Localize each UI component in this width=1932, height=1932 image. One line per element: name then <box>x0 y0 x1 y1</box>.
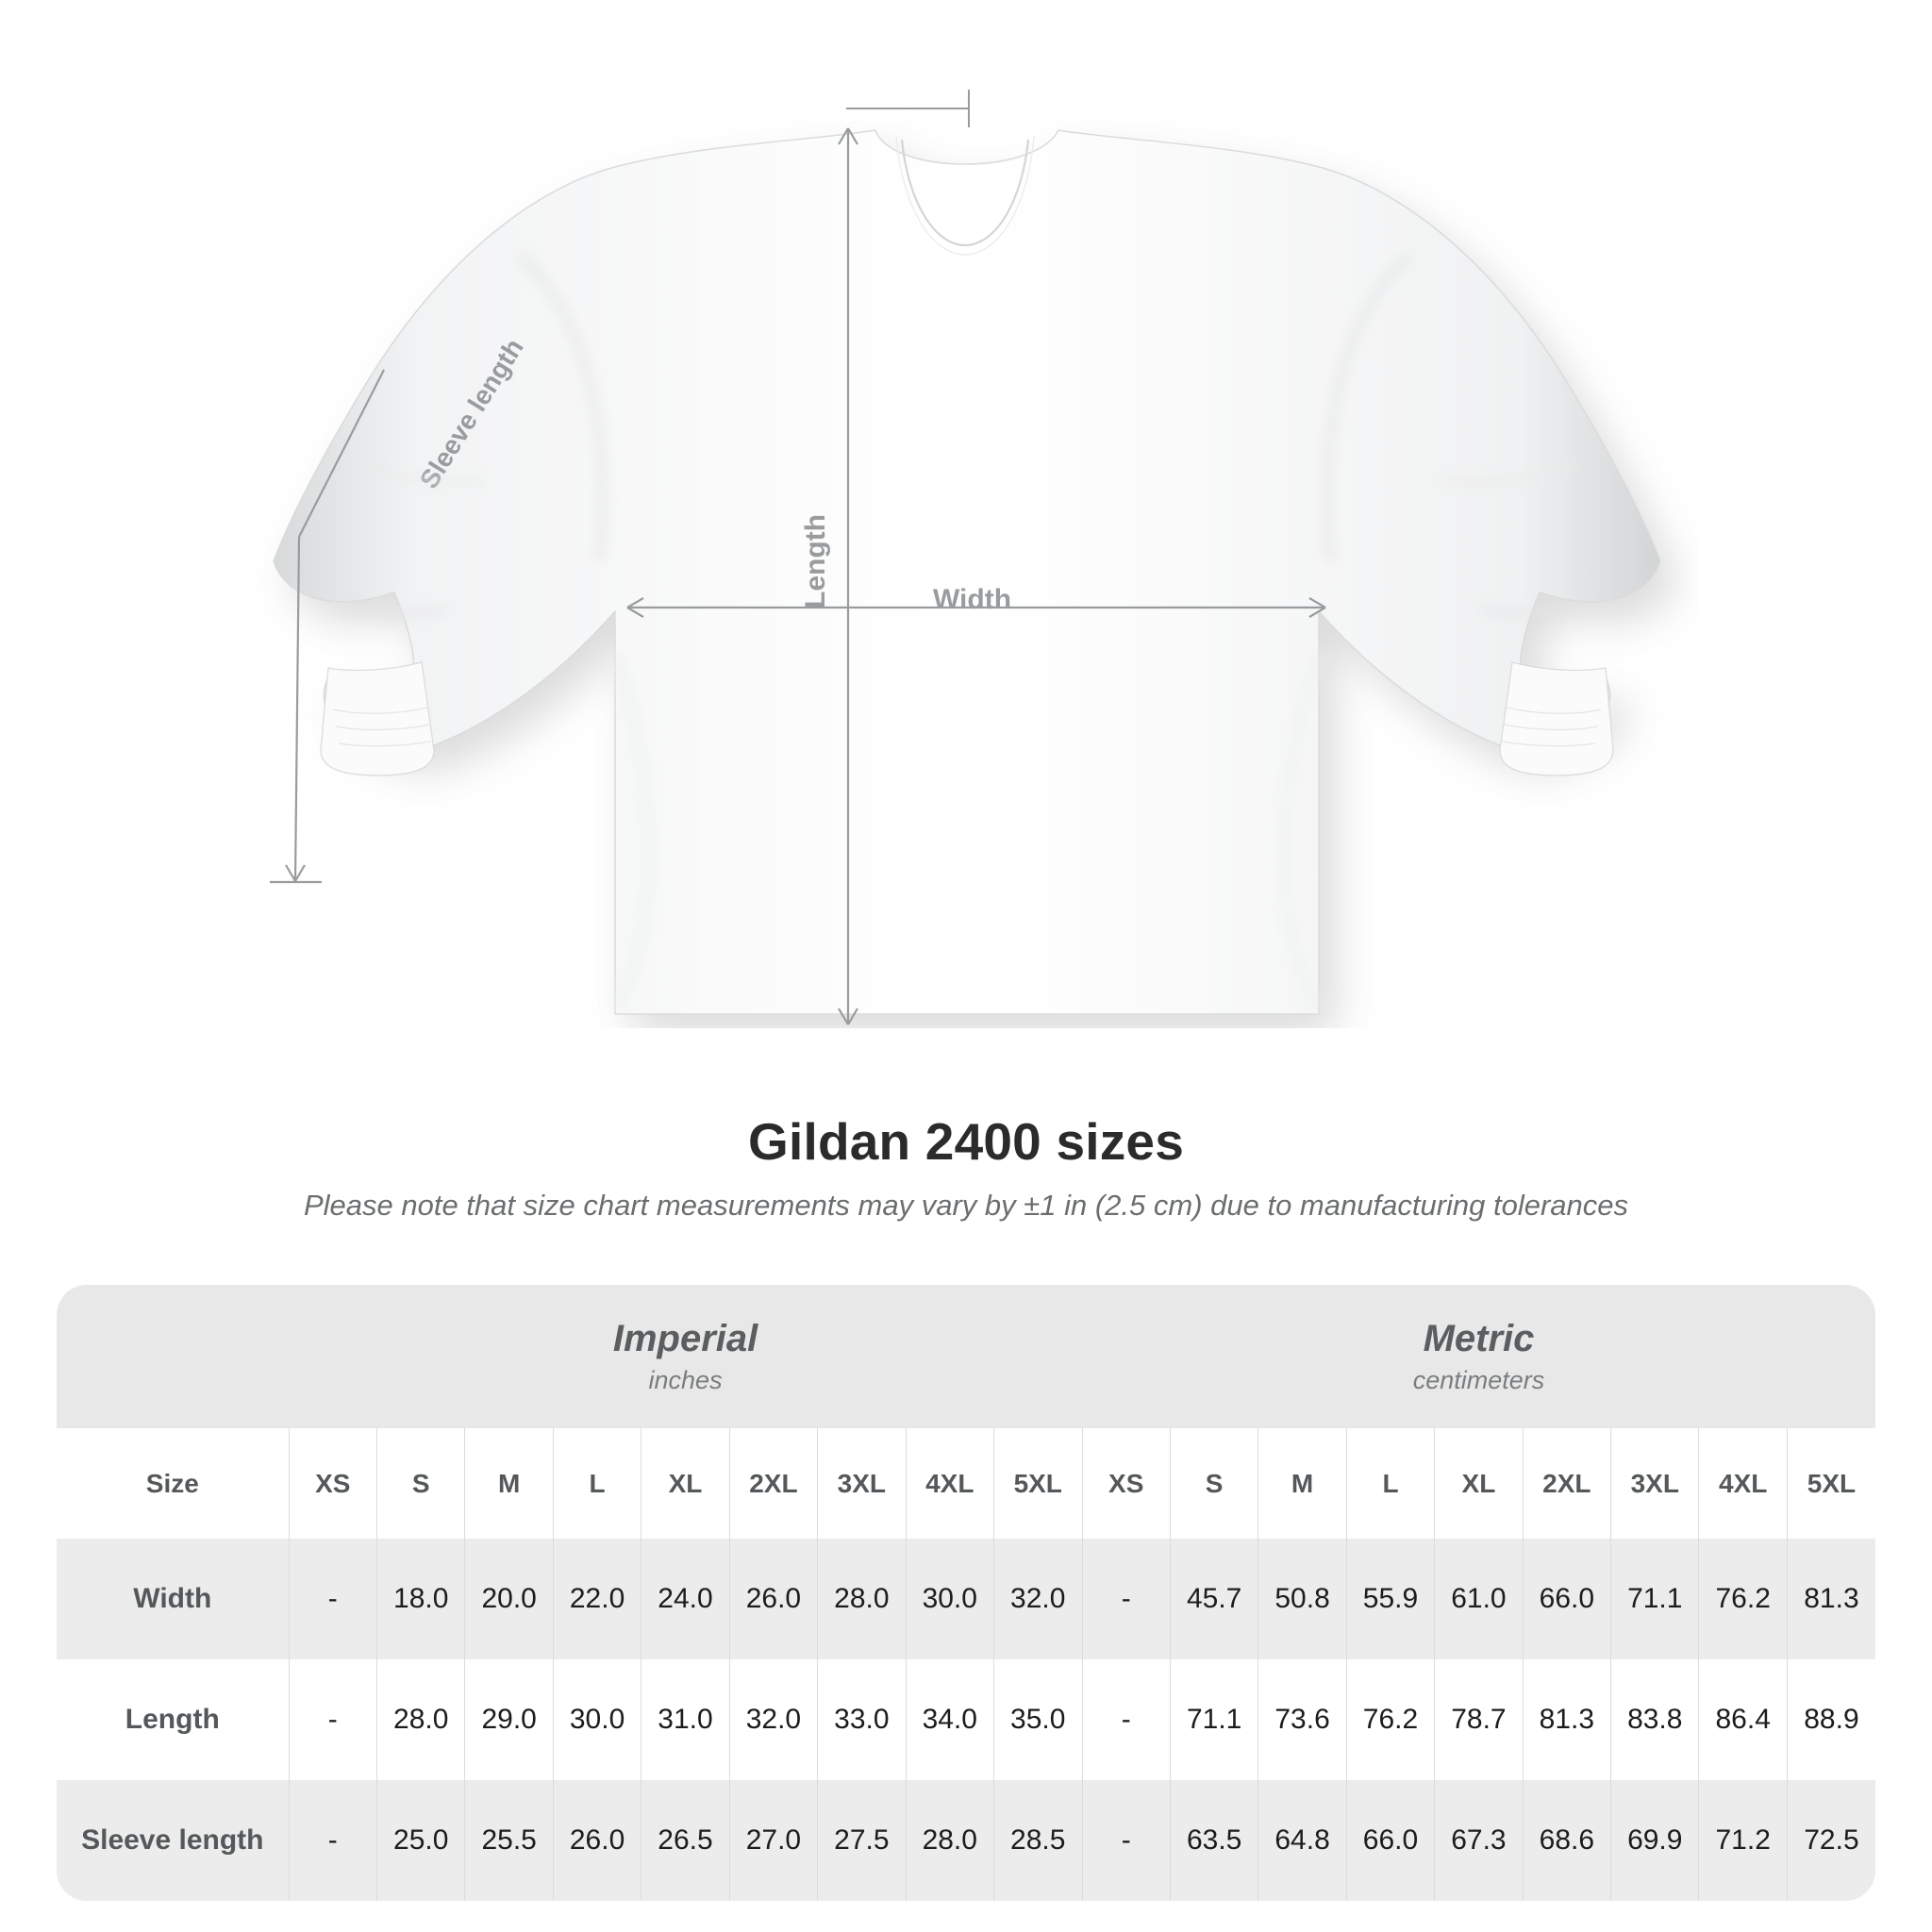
svg-text:Length: Length <box>800 514 831 608</box>
svg-text:Width: Width <box>933 584 1011 615</box>
